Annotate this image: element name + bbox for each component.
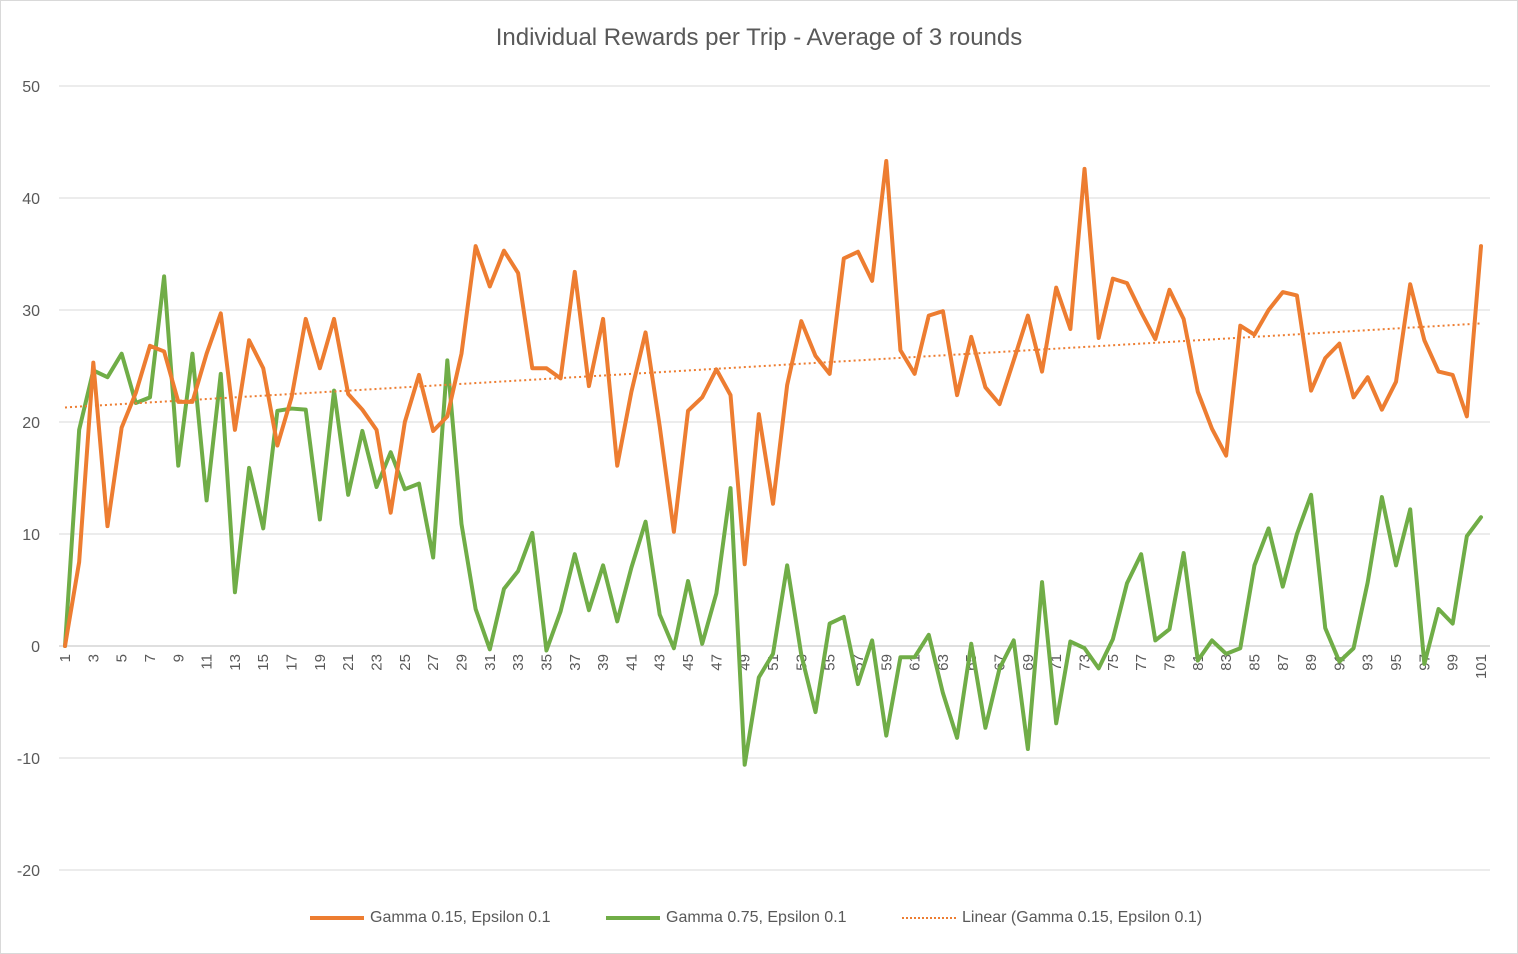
x-tick-label: 69 <box>1020 654 1037 671</box>
x-tick-label: 35 <box>538 654 555 671</box>
x-tick-label: 95 <box>1388 654 1405 671</box>
series-line-2 <box>63 274 1483 767</box>
y-tick-label: 40 <box>22 191 40 208</box>
legend-label-series-1: Gamma 0.15, Epsilon 0.1 <box>370 909 551 926</box>
x-tick-label: 3 <box>85 654 102 662</box>
legend-swatch-series-2 <box>606 916 660 920</box>
x-tick-label: 79 <box>1161 654 1178 671</box>
y-tick-label: -10 <box>17 751 40 768</box>
legend-item-series-1: Gamma 0.15, Epsilon 0.1 <box>310 906 551 930</box>
chart-title: Individual Rewards per Trip - Average of… <box>495 24 1023 51</box>
x-tick-label: 13 <box>227 654 244 671</box>
x-tick-label: 17 <box>284 654 301 671</box>
series-line-1 <box>63 159 1483 648</box>
legend: Gamma 0.15, Epsilon 0.1 Gamma 0.75, Epsi… <box>0 906 1518 930</box>
legend-item-series-2: Gamma 0.75, Epsilon 0.1 <box>606 906 847 930</box>
y-axis: -20 -10 0 10 20 30 40 50 <box>17 79 40 880</box>
x-tick-label: 5 <box>114 654 131 662</box>
x-tick-label: 45 <box>680 654 697 671</box>
x-tick-label: 29 <box>453 654 470 671</box>
x-tick-label: 99 <box>1445 654 1462 671</box>
legend-item-trendline: Linear (Gamma 0.15, Epsilon 0.1) <box>902 906 1202 930</box>
x-tick-label: 47 <box>708 654 725 671</box>
x-tick-label: 75 <box>1105 654 1122 671</box>
x-tick-label: 31 <box>482 654 499 671</box>
x-tick-label: 83 <box>1218 654 1235 671</box>
x-tick-label: 7 <box>142 654 159 662</box>
x-tick-label: 23 <box>369 654 386 671</box>
x-tick-label: 93 <box>1360 654 1377 671</box>
x-tick-label: 9 <box>170 654 187 662</box>
x-tick-label: 25 <box>397 654 414 671</box>
y-tick-label: -20 <box>17 863 40 880</box>
y-tick-label: 30 <box>22 303 40 320</box>
x-tick-label: 21 <box>340 654 357 671</box>
x-tick-label: 101 <box>1473 654 1490 679</box>
legend-swatch-trendline <box>902 917 956 919</box>
x-tick-label: 19 <box>312 654 329 671</box>
x-tick-label: 43 <box>652 654 669 671</box>
x-tick-label: 85 <box>1246 654 1263 671</box>
x-tick-label: 37 <box>567 654 584 671</box>
x-tick-label: 11 <box>199 654 216 670</box>
x-axis: 1 3 5 7 9 11 13 15 17 19 21 23 25 27 29 31 33 35 37 39 41 43 4… <box>57 654 1490 679</box>
legend-label-series-2: Gamma 0.75, Epsilon 0.1 <box>666 909 847 926</box>
legend-label-trendline: Linear (Gamma 0.15, Epsilon 0.1) <box>962 909 1203 926</box>
series-layer <box>63 159 1483 767</box>
x-tick-label: 33 <box>510 654 527 671</box>
x-tick-label: 87 <box>1275 654 1292 671</box>
x-tick-label: 1 <box>57 654 74 662</box>
x-tick-label: 27 <box>425 654 442 671</box>
x-tick-label: 89 <box>1303 654 1320 671</box>
x-tick-label: 41 <box>623 654 640 671</box>
x-tick-label: 59 <box>878 654 895 671</box>
x-tick-label: 39 <box>595 654 612 671</box>
trendline <box>64 322 1482 409</box>
y-tick-label: 0 <box>31 639 40 656</box>
x-tick-label: 15 <box>255 654 272 671</box>
x-tick-label: 77 <box>1133 654 1150 671</box>
y-tick-label: 20 <box>22 415 40 432</box>
y-tick-label: 10 <box>22 527 40 544</box>
x-tick-label: 63 <box>935 654 952 671</box>
y-tick-label: 50 <box>22 79 40 96</box>
legend-swatch-series-1 <box>310 916 364 920</box>
